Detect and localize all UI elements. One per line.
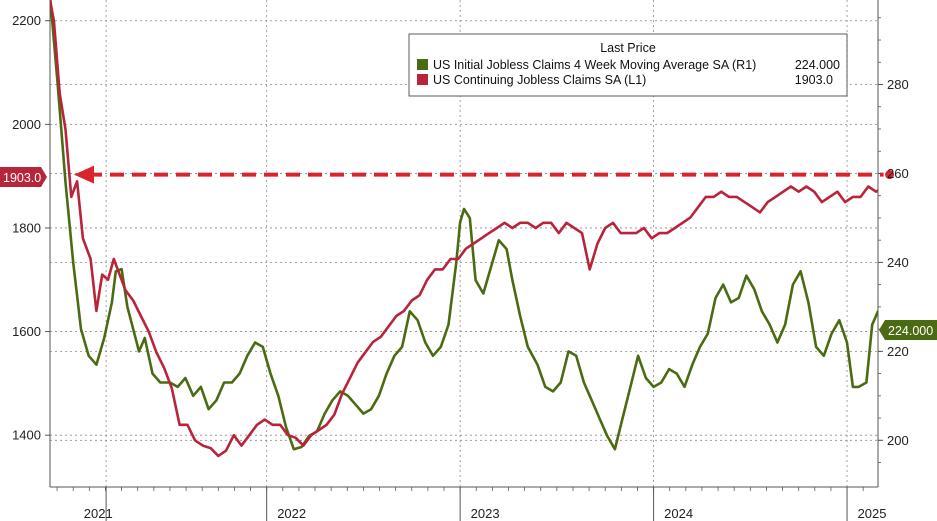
right-value-tag-label: 224.000 xyxy=(888,324,933,338)
legend-label-initial: US Initial Jobless Claims 4 Week Moving … xyxy=(433,58,756,72)
series-lines xyxy=(50,0,878,458)
series-line-continuing-claims xyxy=(50,0,878,458)
right-value-tag-shape xyxy=(879,320,937,340)
left-value-tag-label: 1903.0 xyxy=(3,171,41,185)
tick-labels: 1400 1600 1800 2000 2200 200 220 240 260 280 2021 2… xyxy=(12,13,909,521)
reference-end-marker xyxy=(885,170,895,180)
legend-value-initial: 224.000 xyxy=(795,58,840,72)
left-value-tag-shape xyxy=(0,167,47,187)
right-value-tag: 224.000 xyxy=(879,320,937,340)
left-tick-label: 1400 xyxy=(12,428,41,443)
series-line-initial-claims xyxy=(50,0,878,451)
right-tick-label: 200 xyxy=(887,433,909,448)
legend-label-continuing: US Continuing Jobless Claims SA (L1) xyxy=(433,73,646,87)
legend-value-continuing: 1903.0 xyxy=(795,73,833,87)
right-tick-label: 240 xyxy=(887,255,909,270)
left-value-tag: 1903.0 xyxy=(0,167,47,187)
x-tick-label-2025: 2025 xyxy=(858,506,887,521)
legend-swatch-continuing xyxy=(417,74,428,85)
legend-box xyxy=(408,33,848,97)
x-tick-label-2022: 2022 xyxy=(277,506,306,521)
legend: Last Price US Initial Jobless Claims 4 W… xyxy=(408,33,848,97)
right-tick-label: 220 xyxy=(887,344,909,359)
legend-header: Last Price xyxy=(600,41,656,55)
x-tick-label-2021: 2021 xyxy=(84,506,113,521)
axes xyxy=(45,0,883,521)
left-tick-label: 1800 xyxy=(12,220,41,235)
left-tick-label: 2200 xyxy=(12,13,41,28)
right-tick-label: 260 xyxy=(887,166,909,181)
right-tick-label: 280 xyxy=(887,77,909,92)
x-tick-label-2024: 2024 xyxy=(664,506,693,521)
x-tick-label-2023: 2023 xyxy=(471,506,500,521)
left-tick-label: 2000 xyxy=(12,117,41,132)
left-tick-label: 1600 xyxy=(12,324,41,339)
reference-line-layer xyxy=(74,165,895,184)
legend-swatch-initial xyxy=(417,59,428,70)
reference-arrow-head xyxy=(74,165,94,184)
